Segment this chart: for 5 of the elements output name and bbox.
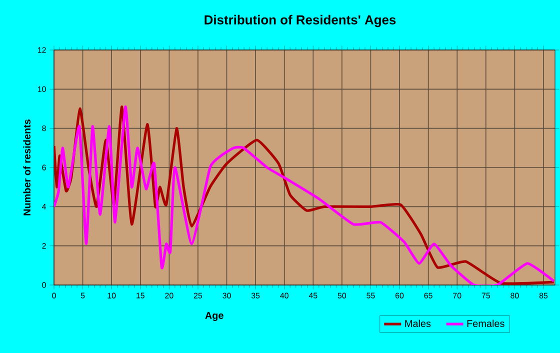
legend-label: Females bbox=[467, 320, 504, 328]
chart-title: Distribution of Residents' Ages bbox=[204, 14, 396, 28]
y-axis-title: Number of residents bbox=[23, 119, 31, 216]
legend-label: Males bbox=[405, 320, 431, 328]
x-axis-title: Age bbox=[205, 312, 224, 321]
